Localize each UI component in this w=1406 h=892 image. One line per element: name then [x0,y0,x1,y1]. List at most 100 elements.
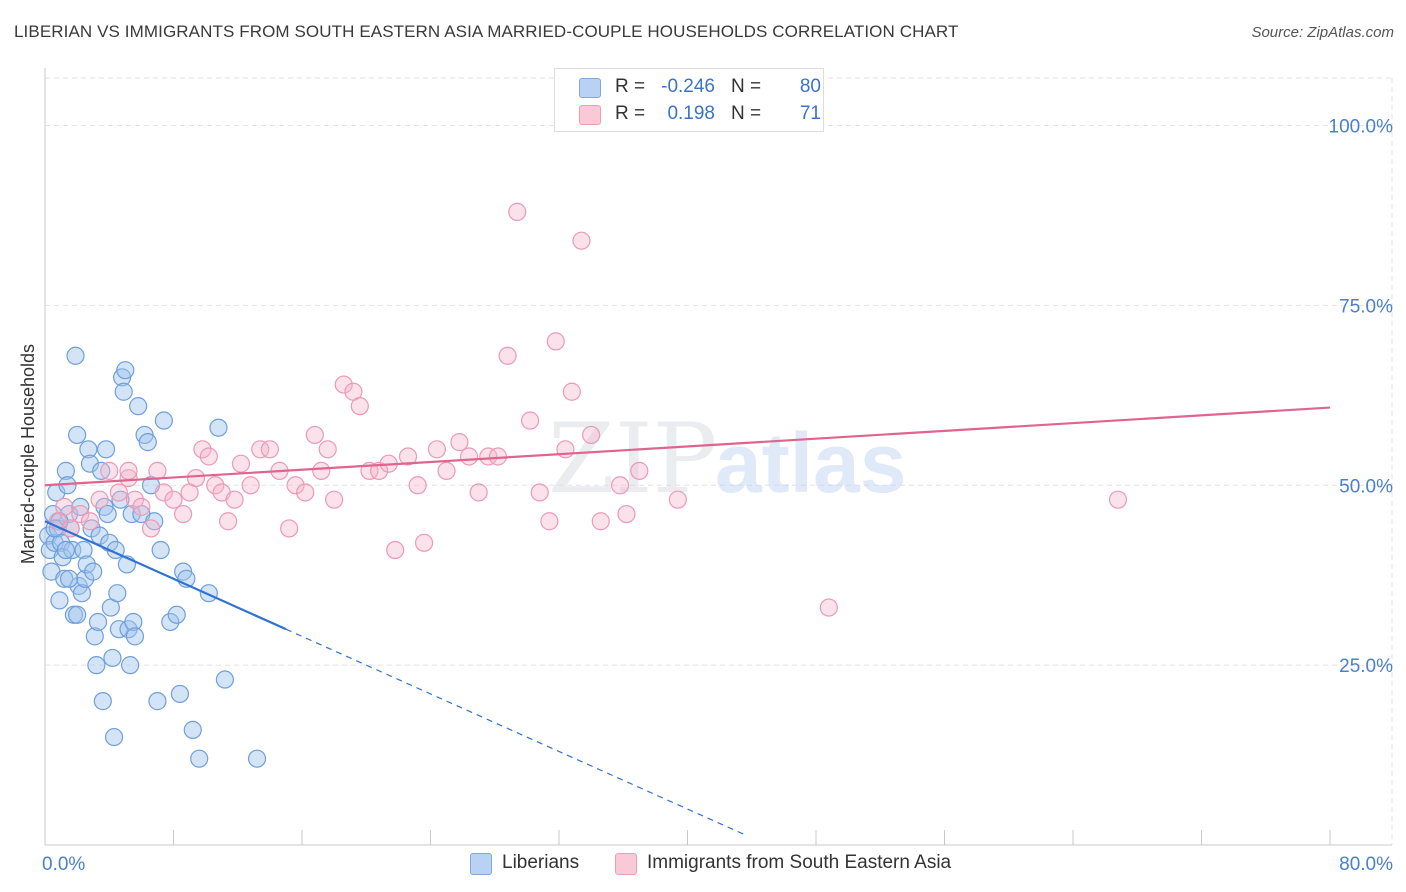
liberians-point [59,569,79,588]
liberians-point [68,605,87,624]
immigrants-point [398,447,418,466]
liberians-point [90,526,109,545]
immigrants-point [414,533,434,552]
liberians-point [88,612,108,632]
immigrants-point [109,483,128,502]
liberians-point [116,361,135,380]
liberians-point [84,562,103,581]
legend-r-value: 0.198 [667,103,715,124]
immigrants-point [251,440,270,459]
immigrants-point [546,332,565,351]
immigrants-point [71,504,90,524]
liberians-point [109,620,128,639]
immigrants-point [498,346,517,365]
liberians-point [72,584,92,603]
immigrants-point [132,497,151,516]
watermark-zip: ZIP [548,403,717,515]
liberians-point [111,490,130,509]
immigrants-point [610,476,630,495]
liberians-point [161,612,180,632]
immigrants-point [119,461,138,480]
legend-n-label: N = [731,103,762,124]
liberians-point [151,540,170,560]
immigrants-point [819,598,838,617]
legend-n-value: 71 [799,103,821,124]
immigrants-point [164,490,183,509]
liberians-point [56,540,75,560]
x-tick-labels: 0.0% 80.0% [42,854,1393,875]
immigrants-point [562,382,581,401]
liberians-point [114,382,133,401]
liberians-point [125,627,145,646]
liberians-point [68,425,87,445]
liberians-point [93,692,112,711]
liberians-point [98,504,117,524]
immigrants-points [48,202,1128,617]
liberians-point [183,720,202,739]
immigrants-point [350,397,369,416]
immigrants-point [206,476,225,495]
legend-r-label: R = [615,76,646,97]
immigrants-point [219,512,238,531]
immigrants-point [296,483,315,502]
immigrants-point [148,461,167,480]
x-tick-label: 0.0% [42,854,85,875]
immigrants-point [617,504,636,524]
immigrants-point [90,490,109,509]
immigrants-point [437,461,456,480]
y-tick-label: 100.0% [1329,117,1394,138]
immigrants-point [154,483,173,502]
liberians-point [96,440,116,459]
legend-swatch-pink [615,853,637,875]
watermark-atlas: atlas [715,416,906,510]
immigrants-point [318,440,337,459]
liberians-point [122,504,141,524]
liberians-point [80,454,100,473]
legend-swatch-pink [579,105,601,125]
correlation-legend: R = -0.246 N = 80 R = 0.198 N = 71 [554,68,824,132]
legend-n-label: N = [731,76,762,97]
immigrants-point [231,454,251,473]
y-tick-labels: 25.0% 50.0% 75.0% 100.0% [1329,117,1394,678]
liberians-point [209,418,228,437]
immigrants-point [469,483,488,502]
liberians-point [170,684,190,704]
immigrants-point [479,447,498,466]
liberians-point [79,440,98,459]
liberians-point [167,605,186,624]
immigrants-point [225,490,244,509]
legend-swatch-blue [470,853,492,875]
liberians-point [87,656,106,675]
liberians-point [74,540,93,560]
legend-swatch-blue [579,78,601,98]
immigrants-point [334,375,353,394]
liberians-point [190,749,209,768]
liberians-point [148,692,167,711]
immigrants-point [241,476,260,495]
liberians-point [50,591,69,610]
immigrants-point [280,519,299,538]
immigrants-point [312,461,331,480]
immigrants-point [186,468,206,488]
immigrants-point [1108,490,1128,509]
y-tick-label: 25.0% [1339,656,1393,677]
immigrants-point [55,497,74,516]
liberians-point [154,411,173,430]
immigrants-point [260,440,279,459]
immigrants-point [386,540,405,560]
x-tick-label: 80.0% [1339,854,1393,875]
immigrants-point [325,490,344,509]
liberians-point [121,656,140,675]
immigrants-point [508,202,527,221]
liberians-trend-line [44,520,287,631]
immigrants-point [520,411,540,430]
liberians-point [108,584,127,603]
liberians-point [247,749,267,768]
legend-label: Immigrants from South Eastern Asia [647,852,952,873]
y-tick-label: 75.0% [1339,296,1393,317]
liberians-point [215,670,234,689]
immigrants-point [193,440,212,459]
liberians-point [45,533,64,552]
immigrants-point [370,461,389,480]
